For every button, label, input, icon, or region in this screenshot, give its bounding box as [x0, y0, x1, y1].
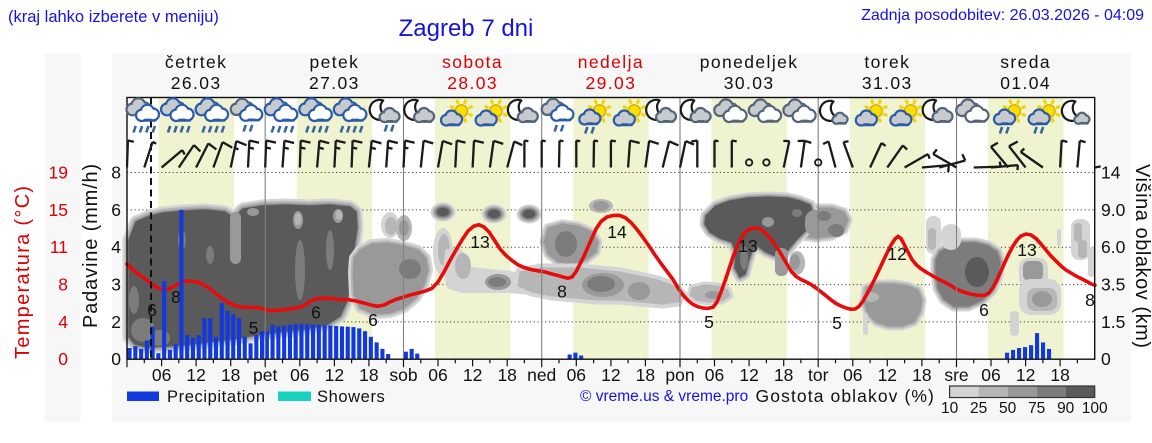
svg-text:10: 10 — [941, 400, 959, 417]
svg-text:(kraj lahko izberete v meniju): (kraj lahko izberete v meniju) — [8, 8, 219, 26]
svg-text:27.03: 27.03 — [309, 73, 360, 93]
svg-text:torek: torek — [864, 52, 910, 72]
svg-text:75: 75 — [1028, 400, 1045, 417]
svg-text:sreda: sreda — [1000, 52, 1051, 72]
svg-text:Gostota oblakov (%): Gostota oblakov (%) — [756, 386, 935, 406]
svg-text:9.0: 9.0 — [1101, 200, 1126, 220]
svg-text:12: 12 — [1016, 365, 1035, 385]
svg-text:11: 11 — [50, 237, 68, 257]
svg-text:tor: tor — [808, 365, 829, 385]
svg-text:ned: ned — [527, 365, 556, 385]
svg-text:8: 8 — [1085, 290, 1095, 310]
svg-text:15: 15 — [49, 200, 68, 220]
svg-text:28.03: 28.03 — [447, 73, 498, 93]
svg-text:0: 0 — [111, 349, 121, 369]
svg-text:14: 14 — [607, 222, 627, 242]
svg-text:Showers: Showers — [317, 388, 385, 406]
svg-text:Precipitation: Precipitation — [167, 388, 266, 406]
svg-text:06: 06 — [843, 365, 862, 385]
svg-text:5: 5 — [704, 312, 714, 332]
svg-text:06: 06 — [428, 365, 447, 385]
svg-text:0: 0 — [1101, 349, 1111, 369]
svg-text:12: 12 — [186, 365, 205, 385]
svg-text:18: 18 — [497, 365, 516, 385]
svg-text:90: 90 — [1057, 400, 1075, 417]
svg-text:25: 25 — [970, 400, 987, 417]
svg-text:6: 6 — [111, 200, 121, 220]
svg-text:06: 06 — [981, 365, 1000, 385]
svg-text:Zadnja posodobitev: 26.03.2026: Zadnja posodobitev: 26.03.2026 - 04:09 — [861, 7, 1144, 24]
svg-text:0: 0 — [58, 349, 68, 369]
svg-text:12: 12 — [739, 365, 758, 385]
svg-text:ponedeljek: ponedeljek — [700, 52, 799, 72]
svg-text:8: 8 — [557, 282, 567, 302]
svg-text:6.0: 6.0 — [1101, 237, 1126, 257]
svg-text:6: 6 — [979, 300, 989, 320]
svg-text:Padavine (mm/h): Padavine (mm/h) — [80, 163, 102, 328]
svg-text:12: 12 — [887, 244, 906, 264]
svg-text:nedelja: nedelja — [578, 52, 644, 72]
svg-text:četrtek: četrtek — [165, 52, 227, 72]
svg-text:19: 19 — [49, 163, 68, 183]
svg-text:5: 5 — [249, 318, 259, 338]
svg-text:Temperatura (°C): Temperatura (°C) — [12, 185, 34, 359]
svg-text:06: 06 — [567, 365, 586, 385]
svg-text:Višina oblakov (km): Višina oblakov (km) — [1131, 164, 1152, 349]
svg-text:8: 8 — [171, 287, 181, 307]
svg-text:18: 18 — [359, 365, 378, 385]
svg-text:8: 8 — [111, 163, 121, 183]
svg-text:06: 06 — [705, 365, 724, 385]
svg-text:© vreme.us & vreme.pro: © vreme.us & vreme.pro — [580, 388, 748, 405]
svg-text:petek: petek — [309, 52, 359, 72]
svg-text:sob: sob — [389, 365, 417, 385]
svg-text:12: 12 — [601, 365, 620, 385]
svg-text:sobota: sobota — [442, 52, 503, 72]
svg-text:30.03: 30.03 — [724, 73, 775, 93]
svg-text:100: 100 — [1082, 400, 1108, 417]
svg-text:31.03: 31.03 — [862, 73, 913, 93]
svg-text:29.03: 29.03 — [586, 73, 637, 93]
svg-text:13: 13 — [738, 236, 757, 256]
svg-text:5: 5 — [832, 313, 842, 333]
svg-text:12: 12 — [878, 365, 897, 385]
svg-text:06: 06 — [152, 365, 171, 385]
svg-text:18: 18 — [221, 365, 240, 385]
svg-text:3: 3 — [111, 275, 121, 295]
svg-text:26.03: 26.03 — [171, 73, 222, 93]
svg-text:1.5: 1.5 — [1101, 312, 1125, 332]
svg-text:8: 8 — [58, 275, 68, 295]
svg-text:13: 13 — [1017, 240, 1036, 260]
svg-text:4: 4 — [58, 312, 68, 332]
svg-text:12: 12 — [325, 365, 344, 385]
svg-text:sre: sre — [944, 365, 968, 385]
svg-text:Zagreb 7 dni: Zagreb 7 dni — [399, 15, 534, 42]
svg-text:18: 18 — [1050, 365, 1069, 385]
svg-text:14: 14 — [1101, 163, 1121, 183]
svg-text:6: 6 — [368, 310, 378, 330]
svg-text:01.04: 01.04 — [1000, 73, 1051, 93]
svg-text:3.5: 3.5 — [1101, 275, 1125, 295]
svg-text:2: 2 — [111, 312, 121, 332]
svg-text:pet: pet — [253, 365, 277, 385]
svg-text:18: 18 — [774, 365, 793, 385]
svg-text:18: 18 — [912, 365, 931, 385]
svg-text:4: 4 — [111, 237, 121, 257]
svg-text:6: 6 — [311, 303, 321, 323]
svg-text:06: 06 — [290, 365, 309, 385]
svg-text:18: 18 — [636, 365, 655, 385]
svg-text:12: 12 — [463, 365, 482, 385]
svg-text:pon: pon — [665, 365, 694, 385]
svg-text:13: 13 — [470, 232, 489, 252]
svg-text:50: 50 — [999, 400, 1017, 417]
